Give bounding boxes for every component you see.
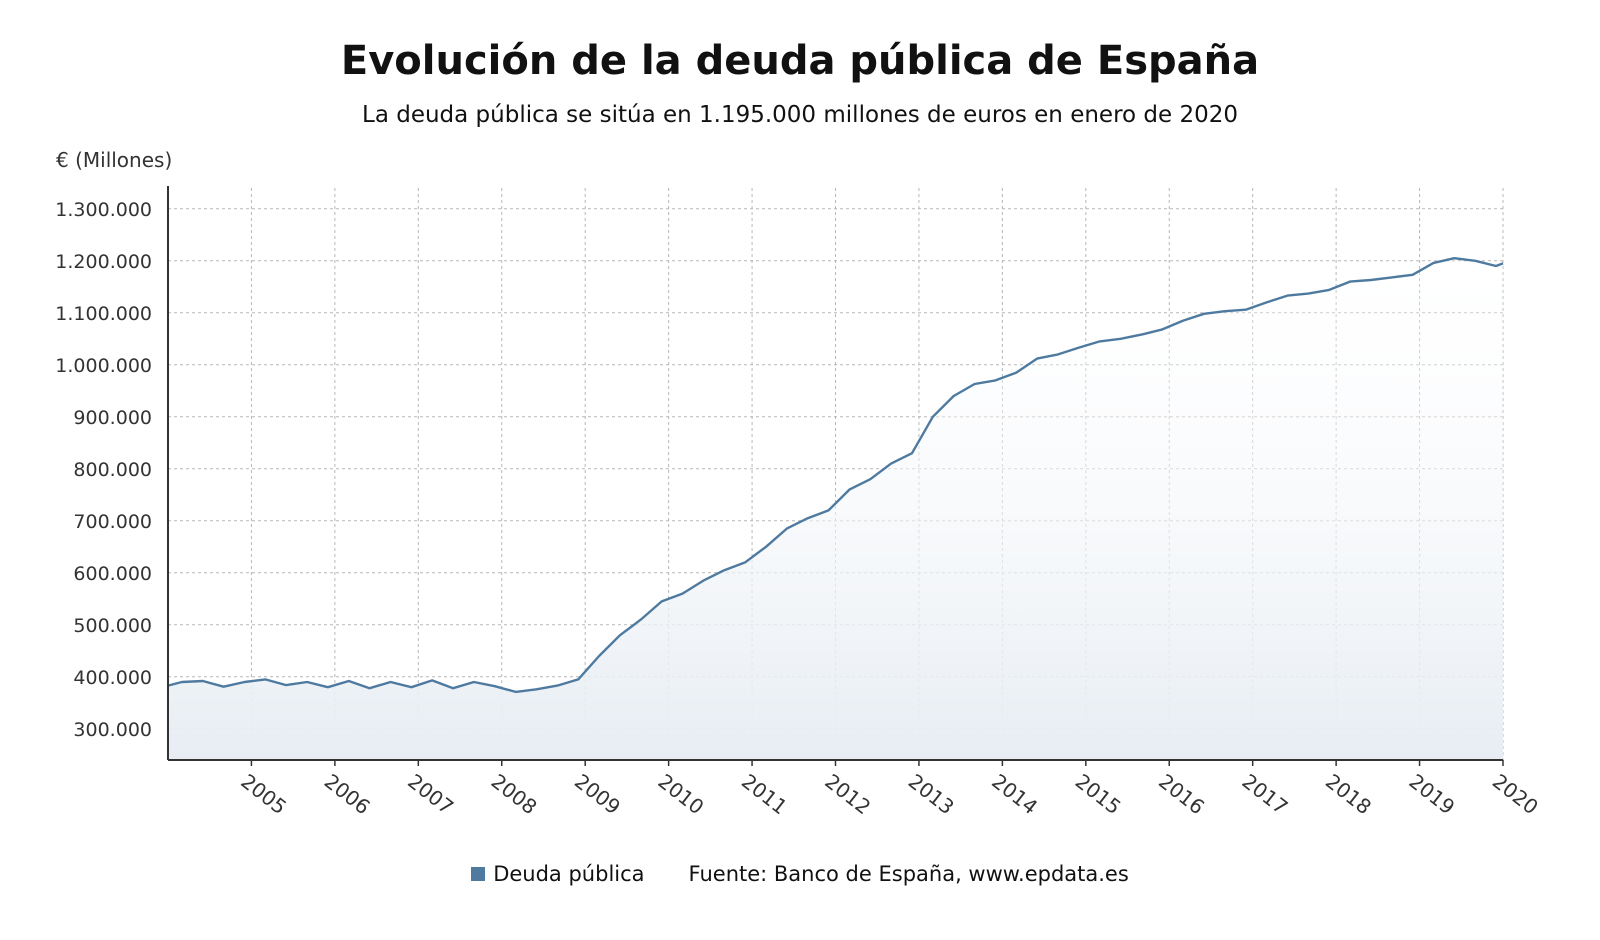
- axes: [167, 186, 1504, 766]
- y-tick-label: 600.000: [73, 563, 152, 585]
- y-tick-label: 800.000: [73, 459, 152, 481]
- x-tick-labels: 2005 2006 2007 2008 2009 2010 2011 2012 2013 2014…: [236, 769, 1542, 819]
- x-tick-label: 2007: [403, 769, 458, 819]
- x-tick-label: 2015: [1071, 769, 1126, 819]
- chart-subtitle: La deuda pública se sitúa en 1.195.000 m…: [362, 102, 1238, 128]
- x-tick-label: 2013: [904, 769, 959, 819]
- x-tick-label: 2017: [1238, 769, 1293, 819]
- legend: Deuda pública Fuente: Banco de España, ww…: [0, 862, 1600, 886]
- source-note: Fuente: Banco de España, www.epdata.es: [688, 862, 1129, 886]
- y-tick-label: 1.000.000: [55, 355, 152, 377]
- y-tick-label: 500.000: [73, 615, 152, 637]
- x-tick-label: 2010: [654, 769, 709, 819]
- y-tick-labels: 300.000 400.000 500.000 600.000 700.000 800.0…: [55, 199, 152, 741]
- x-tick-label: 2016: [1154, 769, 1209, 819]
- y-tick-label: 1.100.000: [55, 303, 152, 325]
- x-tick-label: 2005: [236, 769, 291, 819]
- y-tick-label: 700.000: [73, 511, 152, 533]
- y-tick-label: 300.000: [73, 719, 152, 741]
- series-line-deuda-publica: [167, 257, 1504, 694]
- y-axis-unit-label: € (Millones): [56, 148, 173, 172]
- x-tick-label: 2018: [1321, 769, 1376, 819]
- chart-title: Evolución de la deuda pública de España: [340, 38, 1260, 84]
- y-tick-label: 1.300.000: [55, 199, 152, 221]
- x-tick-label: 2014: [987, 769, 1042, 819]
- y-tick-label: 400.000: [73, 667, 152, 689]
- legend-item-label: Deuda pública: [493, 862, 645, 886]
- x-tick-label: 2020: [1488, 769, 1543, 819]
- x-tick-label: 2008: [487, 769, 542, 819]
- x-tick-label: 2006: [320, 769, 375, 819]
- y-tick-label: 1.200.000: [55, 251, 152, 273]
- series-area-fill: [168, 258, 1503, 760]
- y-tick-label: 900.000: [73, 407, 152, 429]
- x-tick-label: 2009: [570, 769, 625, 819]
- legend-swatch: [471, 867, 486, 881]
- x-tick-label: 2012: [820, 769, 875, 819]
- x-tick-label: 2011: [737, 769, 792, 819]
- x-tick-label: 2019: [1404, 769, 1459, 819]
